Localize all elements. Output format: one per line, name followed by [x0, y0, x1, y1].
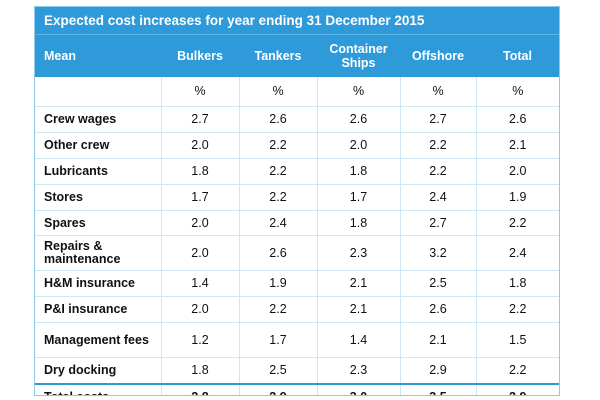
table-cell: 2.5	[238, 357, 317, 385]
row-label: Management fees	[35, 322, 161, 359]
unit-cell: %	[475, 77, 559, 107]
table-row-stores: Stores 1.7 2.2 1.7 2.4 1.9	[35, 184, 559, 211]
table-cell: 2.2	[399, 132, 476, 159]
table-cell: 2.3	[316, 235, 400, 272]
table-cell: 1.8	[160, 158, 239, 185]
table-cell: 1.4	[316, 322, 400, 359]
total-cell: 2.9	[238, 383, 317, 395]
table-cell: 2.0	[160, 235, 239, 272]
unit-cell: %	[399, 77, 476, 107]
table-cell: 2.3	[316, 357, 400, 385]
column-header-bulkers: Bulkers	[161, 34, 239, 77]
row-label: Crew wages	[35, 106, 161, 133]
table-row-pi-insurance: P&I insurance 2.0 2.2 2.1 2.6 2.2	[35, 296, 559, 324]
table-cell: 2.7	[399, 106, 476, 133]
table-cell: 1.7	[238, 322, 317, 359]
column-header-mean: Mean	[35, 34, 161, 77]
table-cell: 2.4	[399, 184, 476, 211]
row-label: H&M insurance	[35, 270, 161, 298]
row-label: Lubricants	[35, 158, 161, 185]
table-cell: 2.4	[238, 210, 317, 237]
table-cell: 2.7	[399, 210, 476, 237]
table-cell: 3.2	[399, 235, 476, 272]
table-cell: 2.1	[316, 270, 400, 298]
table-row-total-costs: Total costs 2.8 2.9 3.0 3.5 2.9	[35, 383, 559, 395]
column-header-offshore: Offshore	[400, 34, 476, 77]
column-header-container-ships: Container Ships	[317, 34, 400, 77]
total-cell: 2.9	[475, 383, 559, 395]
unit-cell	[35, 77, 161, 107]
table-cell: 2.9	[399, 357, 476, 385]
table-cell: 2.6	[399, 296, 476, 324]
table-cell: 2.2	[475, 357, 559, 385]
row-label: Spares	[35, 210, 161, 237]
table-cell: 1.8	[316, 210, 400, 237]
table-cell: 2.6	[316, 106, 400, 133]
table-cell: 2.0	[475, 158, 559, 185]
table-cell: 2.1	[475, 132, 559, 159]
row-label: Dry docking	[35, 357, 161, 385]
table-cell: 2.6	[238, 235, 317, 272]
unit-row: % % % % %	[35, 77, 559, 107]
table-cell: 1.9	[475, 184, 559, 211]
table-cell: 2.2	[238, 132, 317, 159]
row-label: Stores	[35, 184, 161, 211]
table-cell: 1.4	[160, 270, 239, 298]
table-cell: 1.2	[160, 322, 239, 359]
table-cell: 2.0	[160, 296, 239, 324]
table-cell: 1.8	[316, 158, 400, 185]
table-row-management-fees: Management fees 1.2 1.7 1.4 2.1 1.5	[35, 322, 559, 359]
table-cell: 2.2	[399, 158, 476, 185]
cost-table-panel: Expected cost increases for year ending …	[34, 6, 560, 396]
table-cell: 2.1	[399, 322, 476, 359]
table-cell: 2.5	[399, 270, 476, 298]
table-cell: 1.7	[160, 184, 239, 211]
table-row-repairs-maintenance: Repairs & maintenance 2.0 2.6 2.3 3.2 2.…	[35, 235, 559, 272]
table-row-crew-wages: Crew wages 2.7 2.6 2.6 2.7 2.6	[35, 106, 559, 133]
table-cell: 1.9	[238, 270, 317, 298]
table-cell: 2.2	[475, 296, 559, 324]
table-cell: 2.2	[238, 158, 317, 185]
row-label: P&I insurance	[35, 296, 161, 324]
table-cell: 1.8	[475, 270, 559, 298]
total-cell: 2.8	[160, 383, 239, 395]
table-row-lubricants: Lubricants 1.8 2.2 1.8 2.2 2.0	[35, 158, 559, 185]
table-title: Expected cost increases for year ending …	[35, 7, 559, 34]
cost-increase-table: Mean Bulkers Tankers Container Ships Off…	[35, 34, 559, 395]
total-cell: 3.5	[399, 383, 476, 395]
table-cell: 2.2	[238, 296, 317, 324]
row-label: Other crew	[35, 132, 161, 159]
table-row-dry-docking: Dry docking 1.8 2.5 2.3 2.9 2.2	[35, 357, 559, 385]
unit-cell: %	[160, 77, 239, 107]
table-cell: 1.8	[160, 357, 239, 385]
table-cell: 2.1	[316, 296, 400, 324]
unit-cell: %	[316, 77, 400, 107]
table-row-hm-insurance: H&M insurance 1.4 1.9 2.1 2.5 1.8	[35, 270, 559, 298]
table-cell: 2.2	[238, 184, 317, 211]
table-cell: 2.4	[475, 235, 559, 272]
table-cell: 2.6	[475, 106, 559, 133]
table-row-spares: Spares 2.0 2.4 1.8 2.7 2.2	[35, 210, 559, 237]
column-header-total: Total	[476, 34, 559, 77]
table-cell: 2.2	[475, 210, 559, 237]
table-cell: 1.5	[475, 322, 559, 359]
table-cell: 2.0	[316, 132, 400, 159]
row-label: Repairs & maintenance	[35, 235, 161, 272]
table-row-other-crew: Other crew 2.0 2.2 2.0 2.2 2.1	[35, 132, 559, 159]
total-cell: 3.0	[316, 383, 400, 395]
total-label: Total costs	[35, 383, 161, 395]
table-cell: 2.6	[238, 106, 317, 133]
unit-cell: %	[238, 77, 317, 107]
header-row: Mean Bulkers Tankers Container Ships Off…	[35, 34, 559, 77]
table-cell: 2.0	[160, 210, 239, 237]
table-cell: 1.7	[316, 184, 400, 211]
column-header-tankers: Tankers	[239, 34, 317, 77]
table-cell: 2.7	[160, 106, 239, 133]
table-cell: 2.0	[160, 132, 239, 159]
